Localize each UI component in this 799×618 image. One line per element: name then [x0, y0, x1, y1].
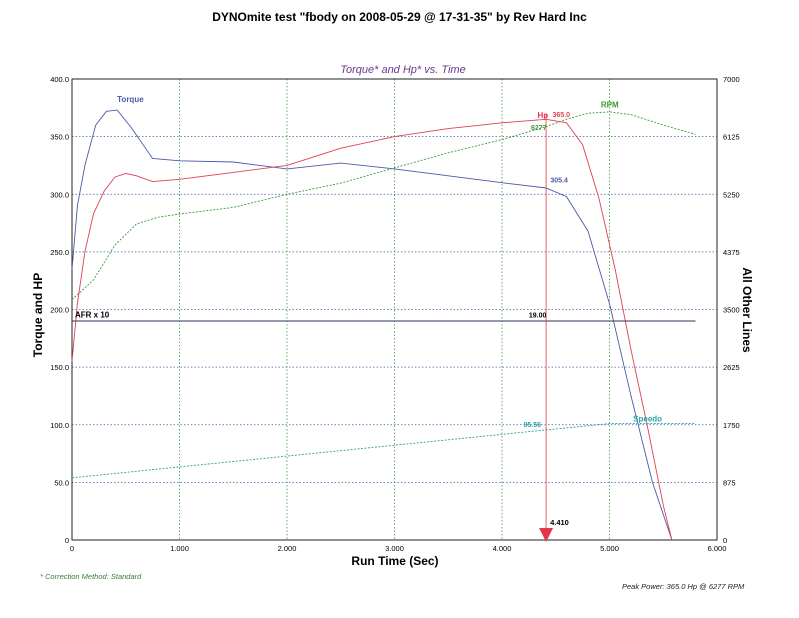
- series-line-hp: [71, 118, 673, 541]
- afr-label: AFR x 10: [75, 311, 110, 320]
- series-line-speedo: [71, 423, 696, 479]
- y-tick-label: 300.0: [50, 190, 69, 199]
- torque-value-label: 305.4: [550, 178, 568, 185]
- y-axis-label: Torque and HP: [31, 273, 45, 357]
- y-tick-label: 350.0: [50, 133, 69, 142]
- hp-label: Hp: [537, 111, 548, 120]
- hp-value-label: 365.0: [553, 112, 571, 119]
- series-lines: [71, 109, 696, 541]
- y2-axis-label: All Other Lines: [740, 267, 754, 353]
- x-tick-label: 2.000: [278, 544, 297, 553]
- series-line-rpm: [71, 111, 696, 300]
- rpm-value-label: 6277: [531, 125, 547, 132]
- y2-tick-label: 875: [723, 478, 736, 487]
- y-tick-label: 150.0: [50, 363, 69, 372]
- y-tick-label: 0: [65, 536, 69, 545]
- page-title: DYNOmite test "fbody on 2008-05-29 @ 17-…: [212, 10, 587, 24]
- y2-tick-label: 1750: [723, 421, 740, 430]
- x-tick-label: 6.000: [708, 544, 727, 553]
- afr-value-label: 19.00: [529, 313, 547, 320]
- y2-tick-label: 0: [723, 536, 727, 545]
- grid-lines: [72, 79, 717, 540]
- y-tick-label: 100.0: [50, 421, 69, 430]
- x-tick-label: 4.000: [493, 544, 512, 553]
- peak-power-note: Peak Power: 365.0 Hp @ 6277 RPM: [622, 582, 745, 591]
- y2-tick-label: 3500: [723, 306, 740, 315]
- y2-tick-label: 2625: [723, 363, 740, 372]
- y2-tick-label: 7000: [723, 75, 740, 84]
- y-tick-label: 250.0: [50, 248, 69, 257]
- y-tick-label: 400.0: [50, 75, 69, 84]
- plot-frame: [71, 78, 718, 541]
- x-tick-label: 5.000: [600, 544, 619, 553]
- y-tick-label: 50.0: [54, 478, 69, 487]
- speedo-label: Speedo: [633, 414, 662, 423]
- y2-tick-label: 4375: [723, 248, 740, 257]
- marker-time-label: 4.410: [550, 518, 569, 527]
- x-tick-label: 0: [70, 544, 74, 553]
- rpm-label: RPM: [601, 100, 619, 109]
- y2-tick-label: 6125: [723, 133, 740, 142]
- correction-method-note: * Correction Method: Standard: [40, 572, 142, 581]
- speedo-value-label: 95.56: [524, 422, 542, 429]
- series-line-torque: [71, 109, 673, 541]
- annotations: 4.410 Torque 305.4 Hp 365.0 6277 RPM AFR x 10 19…: [75, 95, 662, 542]
- y2-tick-label: 5250: [723, 190, 740, 199]
- x-axis-label: Run Time (Sec): [351, 554, 438, 568]
- chart-title: Torque* and Hp* vs. Time: [340, 64, 465, 76]
- time-marker-triangle: [539, 528, 554, 542]
- tick-labels: 0 1.000 2.000 3.000 4.000 5.000 6.000050.0100.…: [50, 75, 739, 553]
- torque-label: Torque: [117, 95, 144, 104]
- y-tick-label: 200.0: [50, 306, 69, 315]
- x-tick-label: 1.000: [170, 544, 189, 553]
- x-tick-label: 3.000: [385, 544, 404, 553]
